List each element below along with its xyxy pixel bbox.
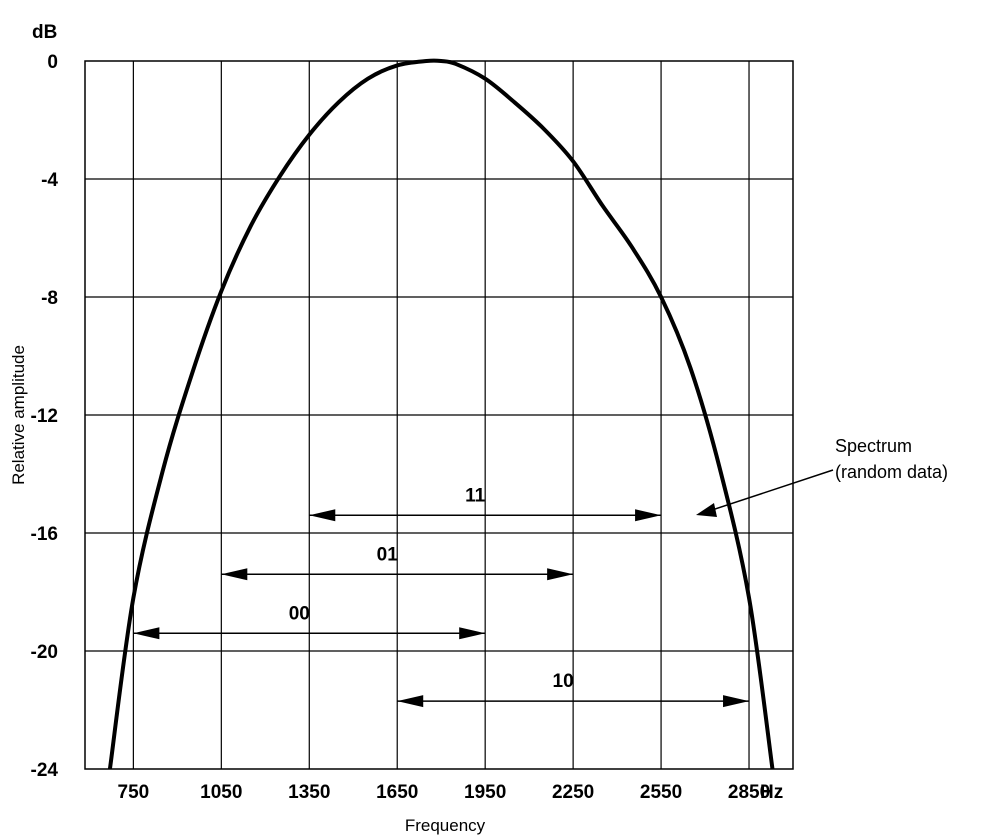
- y-tick-label: -8: [41, 288, 58, 309]
- y-tick-label: -4: [41, 170, 58, 191]
- band-arrow-left-01: [221, 568, 248, 581]
- x-tick-label: 1050: [200, 782, 242, 803]
- x-unit-label: Hz: [760, 782, 783, 803]
- y-axis-title: Relative amplitude: [9, 345, 28, 485]
- bands: 11 01 00 10: [133, 485, 750, 708]
- y-tick-label: -24: [31, 760, 59, 781]
- band-label-01: 01: [377, 544, 399, 565]
- y-tick-label: -16: [31, 524, 58, 545]
- x-tick-label: 1350: [288, 782, 330, 803]
- spectrum-curve: [107, 58, 775, 770]
- band-arrow-right-00: [459, 627, 486, 640]
- y-tick-label: 0: [47, 52, 58, 73]
- x-tick-label: 2550: [640, 782, 682, 803]
- x-tick-labels: 750 1050 1350 1650 1950 2250 2550 2850: [118, 782, 771, 803]
- band-arrow-right-01: [547, 568, 574, 581]
- x-tick-label: 1950: [464, 782, 506, 803]
- band-arrow-left-10: [397, 695, 424, 708]
- band-label-10: 10: [553, 671, 574, 692]
- annotation-pointer: [705, 469, 834, 513]
- band-arrow-right-10: [723, 695, 750, 708]
- band-arrow-left-11: [309, 509, 336, 522]
- y-tick-labels: 0 -4 -8 -12 -16 -20 -24: [31, 52, 59, 781]
- x-tick-label: 1650: [376, 782, 418, 803]
- band-label-11: 11: [465, 485, 486, 506]
- y-tick-label: -20: [31, 642, 58, 663]
- x-tick-label: 2850: [728, 782, 770, 803]
- grid: [85, 61, 793, 769]
- x-tick-label: 2250: [552, 782, 594, 803]
- annotation-line-2: (random data): [835, 462, 948, 482]
- band-label-00: 00: [289, 603, 310, 624]
- y-tick-label: -12: [31, 406, 58, 427]
- x-axis-title: Frequency: [405, 816, 486, 835]
- annotation-line-1: Spectrum: [835, 436, 912, 456]
- band-arrow-right-11: [635, 509, 662, 522]
- x-tick-label: 750: [118, 782, 150, 803]
- band-arrow-left-00: [133, 627, 160, 640]
- annotation-arrowhead: [696, 503, 717, 517]
- y-unit-label: dB: [32, 22, 57, 43]
